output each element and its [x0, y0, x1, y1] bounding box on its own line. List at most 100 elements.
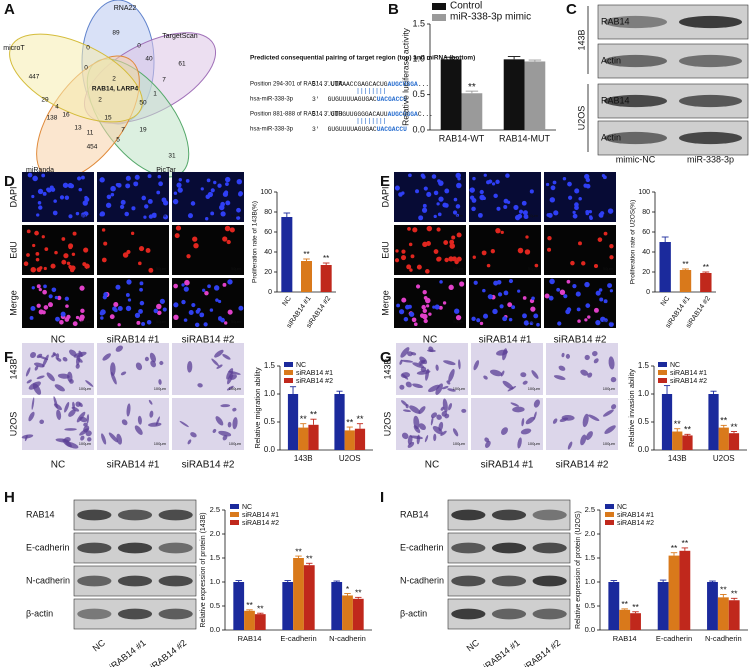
blot-band	[679, 94, 742, 108]
utr-sequence: 5'...UUAAACCGAGCACUGAUGCUGGA...	[312, 81, 429, 88]
cell	[31, 286, 35, 290]
cell	[222, 282, 227, 287]
scale-bar-label: 100μm	[154, 441, 167, 446]
stained-cell	[553, 375, 566, 381]
stained-cell	[211, 358, 220, 367]
cell	[522, 210, 528, 216]
cell	[456, 232, 462, 238]
y-tick-label: 0.5	[585, 601, 595, 610]
lane-label: siRAB14 #2	[145, 638, 189, 667]
image-row-label: DAPI	[8, 186, 18, 207]
cell	[483, 173, 487, 177]
cell	[220, 211, 226, 217]
stained-cell	[510, 402, 520, 407]
scale-bar-label: 100μm	[528, 441, 541, 446]
cell	[593, 307, 599, 313]
blot-band	[158, 542, 193, 554]
legend-label: NC	[296, 362, 306, 369]
stained-cell	[87, 437, 92, 442]
venn-count: 31	[168, 153, 176, 160]
cell	[146, 319, 152, 325]
stained-cell	[611, 404, 617, 410]
stained-cell	[512, 406, 525, 413]
cell	[178, 178, 182, 182]
cell	[181, 283, 185, 287]
stained-cell	[603, 409, 614, 417]
scale-bar-label: 50μm	[528, 319, 539, 324]
cell	[394, 258, 400, 263]
stained-cell	[187, 439, 192, 445]
stained-cell	[42, 354, 49, 368]
cell	[448, 284, 454, 291]
cell	[35, 257, 40, 262]
stained-cell	[46, 372, 55, 382]
blot-band	[679, 15, 742, 29]
venn-set-label: miRanda	[26, 167, 54, 174]
cell	[609, 255, 614, 260]
y-tick-label: 1.5	[585, 553, 595, 562]
cell	[193, 243, 199, 249]
cell	[472, 255, 476, 259]
stained-cell	[484, 437, 490, 443]
cell	[570, 260, 575, 266]
cell	[479, 321, 484, 326]
y-axis-label: Relative expression of protein (143B)	[200, 512, 207, 627]
cell	[26, 253, 30, 257]
cell	[75, 315, 80, 320]
stained-cell	[53, 396, 58, 409]
cell	[568, 195, 573, 200]
legend-label: NC	[617, 504, 627, 511]
venn-count: 0	[137, 43, 141, 50]
cell	[36, 213, 40, 217]
cell	[496, 279, 502, 285]
x-tick-label: RAB14-WT	[439, 133, 485, 143]
legend-swatch	[230, 520, 239, 525]
stained-cell	[427, 349, 436, 353]
cell	[26, 229, 31, 234]
cell	[27, 172, 33, 178]
cell	[508, 279, 514, 284]
stained-cell	[64, 401, 70, 413]
cell	[544, 293, 550, 299]
cell	[473, 280, 478, 285]
legend-swatch	[605, 520, 614, 525]
y-tick-label: 20	[264, 269, 272, 276]
cell	[422, 313, 428, 320]
stained-cell	[473, 360, 480, 371]
image-row-label: EdU	[8, 241, 18, 259]
cell	[219, 204, 225, 211]
stained-cell	[212, 428, 217, 433]
cell	[131, 206, 136, 211]
micrograph	[394, 225, 466, 275]
cell	[59, 319, 64, 325]
cell	[238, 305, 244, 311]
cell	[209, 308, 214, 312]
stained-cell	[483, 375, 488, 380]
stained-cell	[215, 416, 224, 426]
blot-row-label: E-cadherin	[26, 542, 70, 552]
cell	[421, 175, 426, 179]
cell-line-label: U2OS	[576, 106, 586, 131]
venn-count: 0	[86, 45, 90, 52]
y-tick-label: 0.0	[412, 124, 425, 134]
utr-prime: 5'	[312, 111, 320, 118]
cell	[576, 307, 581, 312]
stained-cell	[402, 409, 412, 413]
stained-cell	[24, 434, 28, 442]
cell	[426, 304, 430, 308]
x-tick-label: N-cadherin	[705, 634, 742, 643]
cell	[598, 288, 603, 292]
blot-row-label: RAB14	[601, 16, 630, 26]
lane-label: NC	[465, 637, 482, 653]
y-tick-label: 1.5	[638, 361, 650, 370]
mirna-plain: GUGUUUUAGUGAC	[328, 126, 377, 133]
stained-cell	[34, 365, 39, 371]
cell	[423, 186, 428, 191]
stained-cell	[83, 425, 90, 433]
venn-count: 16	[62, 112, 70, 119]
cell	[444, 188, 450, 194]
cell	[136, 320, 141, 325]
blot-band	[117, 542, 153, 554]
stained-cell	[443, 360, 456, 366]
cell	[72, 321, 78, 327]
